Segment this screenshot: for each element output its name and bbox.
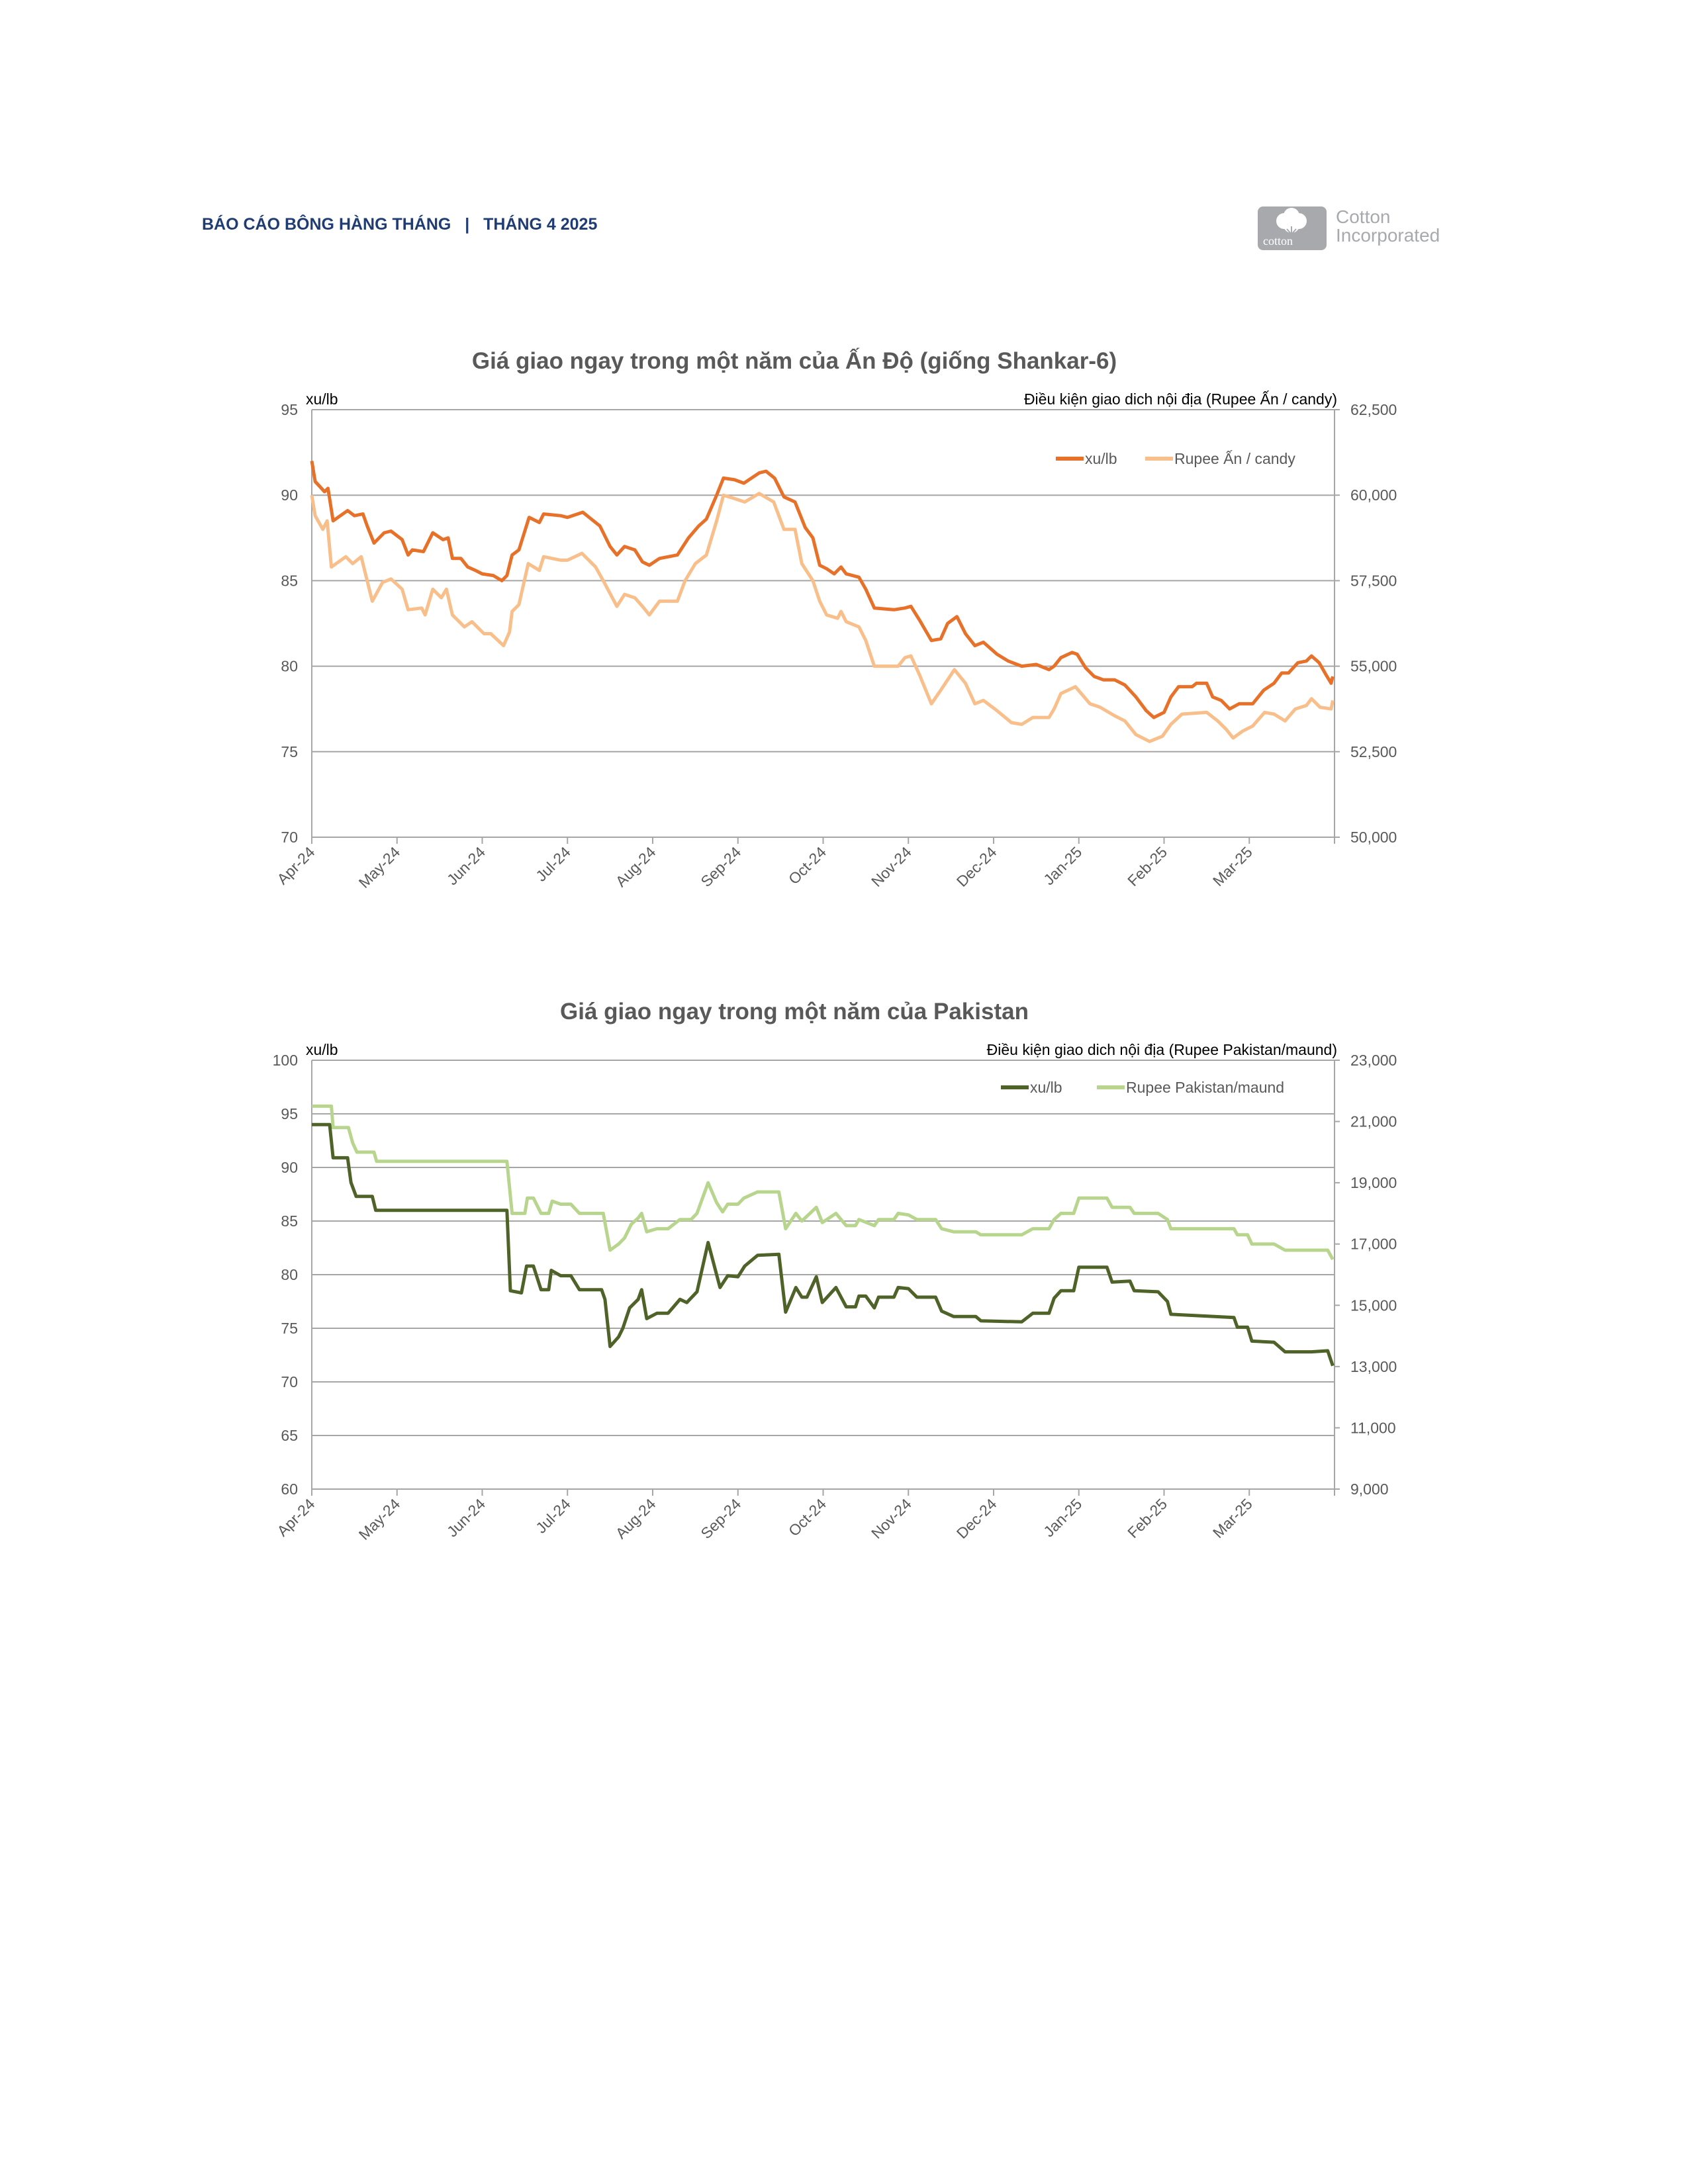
series-line-right	[312, 1104, 1335, 1261]
report-header: BÁO CÁO BÔNG HÀNG THÁNG | THÁNG 4 2025	[202, 215, 597, 234]
right-tick-label: 11,000	[1350, 1419, 1396, 1436]
right-tick-label: 50,000	[1350, 829, 1397, 846]
report-issue: THÁNG 4 2025	[483, 215, 598, 234]
x-tick-label: Oct-24	[785, 843, 829, 887]
right-tick-label: 55,000	[1350, 658, 1397, 675]
x-tick-label: Jul-24	[532, 1495, 574, 1537]
x-tick-label: Aug-24	[612, 1495, 659, 1542]
left-tick-label: 75	[281, 1320, 298, 1337]
x-tick-label: Jan-25	[1040, 843, 1085, 888]
x-tick-label: May-24	[355, 843, 404, 891]
x-tick-label: Mar-25	[1209, 1495, 1256, 1541]
left-tick-label: 85	[281, 572, 298, 589]
left-tick-label: 75	[281, 743, 298, 760]
left-tick-label: 85	[281, 1212, 298, 1230]
right-tick-label: 52,500	[1350, 743, 1397, 760]
left-tick-label: 100	[273, 1052, 298, 1069]
legend-label: xu/lb	[1085, 450, 1117, 467]
chart-title: Giá giao ngay trong một năm của Pakistan	[560, 999, 1029, 1024]
legend-label: Rupee Pakistan/maund	[1126, 1079, 1284, 1096]
x-tick-label: Jun-24	[444, 1495, 489, 1540]
right-tick-label: 60,000	[1350, 486, 1397, 504]
right-axis-label: Điều kiện giao dich nội địa (Rupee Ấn / …	[1024, 390, 1337, 408]
right-tick-label: 9,000	[1350, 1480, 1389, 1498]
left-tick-label: 70	[281, 829, 298, 846]
left-tick-label: 65	[281, 1427, 298, 1444]
left-tick-label: 90	[281, 486, 298, 504]
logo-line1: Cotton	[1336, 206, 1391, 227]
right-tick-label: 13,000	[1350, 1358, 1397, 1375]
series-line-right	[310, 492, 1335, 743]
left-tick-label: 60	[281, 1480, 298, 1498]
left-tick-label: 95	[281, 401, 298, 418]
x-tick-label: Jul-24	[532, 843, 574, 885]
left-tick-label: 90	[281, 1159, 298, 1176]
right-tick-label: 15,000	[1350, 1297, 1397, 1314]
x-tick-label: Apr-24	[273, 1495, 318, 1539]
header-separator: |	[465, 215, 470, 234]
left-tick-label: 80	[281, 1266, 298, 1283]
x-tick-label: Nov-24	[868, 843, 915, 890]
x-tick-label: May-24	[355, 1495, 404, 1543]
logo-mark-text: cotton	[1263, 234, 1293, 248]
x-tick-label: Apr-24	[273, 843, 318, 887]
cotton-boll-icon: cotton	[1258, 206, 1327, 250]
right-axis-label: Điều kiện giao dich nội địa (Rupee Pakis…	[987, 1041, 1337, 1058]
left-axis-label: xu/lb	[306, 390, 338, 408]
left-tick-label: 70	[281, 1373, 298, 1390]
right-tick-label: 17,000	[1350, 1236, 1397, 1253]
left-axis-label: xu/lb	[306, 1041, 338, 1058]
right-tick-label: 23,000	[1350, 1052, 1397, 1069]
x-tick-label: Aug-24	[612, 843, 659, 890]
legend-label: Rupee Ấn / candy	[1174, 449, 1295, 467]
logo-line2: Incorporated	[1336, 225, 1440, 246]
x-tick-label: Sep-24	[697, 843, 744, 890]
right-tick-label: 19,000	[1350, 1174, 1397, 1191]
x-tick-label: Jan-25	[1040, 1495, 1085, 1540]
series-line-left	[312, 1122, 1335, 1367]
right-tick-label: 62,500	[1350, 401, 1397, 418]
left-tick-label: 95	[281, 1105, 298, 1122]
left-tick-label: 80	[281, 658, 298, 675]
series-line-left	[310, 461, 1335, 719]
x-tick-label: Feb-25	[1124, 843, 1170, 889]
pakistan-spot-price-chart: Giá giao ngay trong một năm của Pakistan…	[273, 999, 1397, 1543]
x-tick-label: Mar-25	[1209, 843, 1256, 889]
x-tick-label: Dec-24	[953, 1495, 1000, 1542]
x-tick-label: Jun-24	[444, 843, 489, 888]
legend-label: xu/lb	[1030, 1079, 1062, 1096]
cotton-incorporated-logo: cotton Cotton Incorporated	[1258, 206, 1456, 253]
x-tick-label: Sep-24	[697, 1495, 744, 1542]
right-tick-label: 21,000	[1350, 1113, 1397, 1130]
x-tick-label: Oct-24	[785, 1495, 829, 1539]
report-name: BÁO CÁO BÔNG HÀNG THÁNG	[202, 215, 451, 234]
x-tick-label: Dec-24	[953, 843, 1000, 890]
right-tick-label: 57,500	[1350, 572, 1397, 589]
india-spot-price-chart: Giá giao ngay trong một năm của Ấn Độ (g…	[273, 347, 1397, 891]
chart-title: Giá giao ngay trong một năm của Ấn Độ (g…	[472, 347, 1117, 374]
x-tick-label: Nov-24	[868, 1495, 915, 1542]
x-tick-label: Feb-25	[1124, 1495, 1170, 1541]
